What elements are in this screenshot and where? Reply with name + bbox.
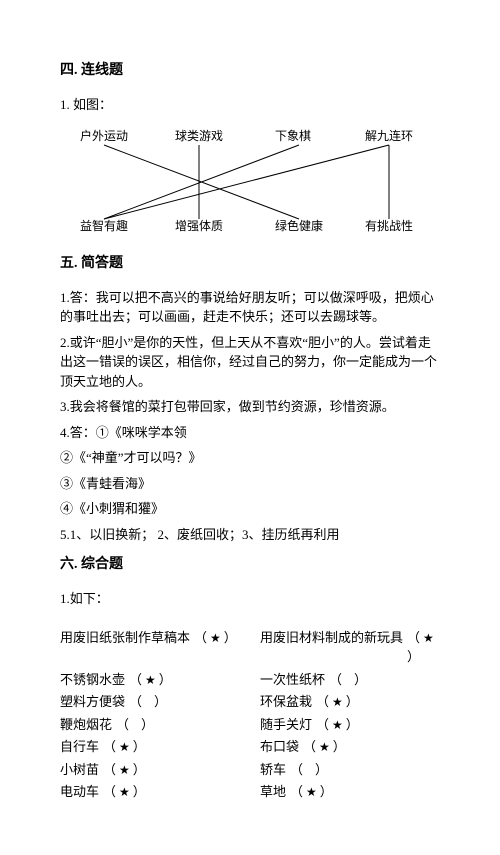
answer-cell: 小树苗（ ★ ）: [60, 760, 260, 780]
answer-cell: 随手关灯（ ★ ）: [260, 715, 440, 735]
answer-cell: 用废旧材料制成的新玩具（ ★ ）: [260, 628, 440, 667]
answer-cell: 草地（ ★ ）: [260, 782, 440, 802]
answer-row: 不锈钢水壶（ ★ ）一次性纸杯（ ）: [60, 670, 440, 690]
diagram-top-label: 解九连环: [365, 127, 413, 145]
answer-label: 小树苗: [60, 760, 99, 780]
answer-mark: （ ★ ）: [290, 782, 333, 802]
matching-diagram: 户外运动 球类游戏 下象棋 解九连环益智有趣 增强体质 绿色健康 有挑战性: [60, 123, 440, 243]
answer-label: 环保盆栽: [260, 692, 312, 712]
answer-label: 塑料方便袋: [60, 692, 125, 712]
section4-title: 四. 连线题: [60, 60, 440, 81]
answer-item: 3.我会将餐馆的菜打包带回家，做到节约资源，珍惜资源。: [60, 397, 440, 417]
section5-title: 五. 简答题: [60, 253, 440, 274]
answer-label: 草地: [260, 782, 286, 802]
answer-label: 布口袋: [260, 737, 299, 757]
section4-q1: 1. 如图：: [60, 95, 440, 115]
answer-label: 随手关灯: [260, 715, 312, 735]
answer-item: 2.或许“胆小”是你的天性，但上天从不喜欢“胆小”的人。尝试着走出这一错误的误区…: [60, 333, 440, 392]
answer-item: ②《“神童”才可以吗？》: [60, 448, 440, 468]
answer-row: 塑料方便袋（ ）环保盆栽（ ★ ）: [60, 692, 440, 712]
answer-label: 鞭炮烟花: [60, 715, 112, 735]
answer-cell: 布口袋（ ★ ）: [260, 737, 440, 757]
answer-mark: （ ★ ）: [194, 628, 237, 648]
answer-label: 一次性纸杯: [260, 670, 325, 690]
answer-mark: （ ★ ）: [103, 782, 146, 802]
answer-row: 小树苗（ ★ ）轿车（ ）: [60, 760, 440, 780]
answer-label: 不锈钢水壶: [60, 670, 125, 690]
answer-row: 鞭炮烟花（ ）随手关灯（ ★ ）: [60, 715, 440, 735]
answer-label: 用废旧纸张制作草稿本: [60, 628, 190, 648]
answer-label: 自行车: [60, 737, 99, 757]
diagram-bottom-label: 益智有趣: [80, 217, 128, 235]
diagram-bottom-label: 绿色健康: [275, 217, 323, 235]
diagram-top-label: 户外运动: [80, 127, 128, 145]
answer-item: 1.答：我可以把不高兴的事说给好朋友听；可以做深呼吸，把烦心的事吐出去；可以画画…: [60, 288, 440, 327]
answer-mark: （ ★ ）: [303, 737, 346, 757]
answer-item: 4.答：①《咪咪学本领: [60, 423, 440, 443]
answer-cell: 轿车（ ）: [260, 760, 440, 780]
section5-answers: 1.答：我可以把不高兴的事说给好朋友听；可以做深呼吸，把烦心的事吐出去；可以画画…: [60, 288, 440, 545]
answer-mark: （ ）: [290, 760, 328, 780]
diagram-top-label: 下象棋: [275, 127, 311, 145]
answer-mark: （ ）: [116, 715, 154, 735]
section6-title: 六. 综合题: [60, 554, 440, 575]
answer-mark: （ ★ ）: [316, 715, 359, 735]
answer-cell: 不锈钢水壶（ ★ ）: [60, 670, 260, 690]
answer-mark: （ ）: [329, 670, 367, 690]
section6-q1: 1.如下：: [60, 589, 440, 609]
answer-cell: 环保盆栽（ ★ ）: [260, 692, 440, 712]
answer-mark: （ ★ ）: [103, 760, 146, 780]
answer-label: 电动车: [60, 782, 99, 802]
answer-mark: （ ★ ）: [407, 628, 440, 667]
answer-row: 自行车（ ★ ）布口袋（ ★ ）: [60, 737, 440, 757]
answer-item: 5.1、以旧换新； 2、废纸回收；3、挂历纸再利用: [60, 525, 440, 545]
answer-mark: （ ★ ）: [316, 692, 359, 712]
diagram-bottom-label: 有挑战性: [365, 217, 413, 235]
answer-cell: 塑料方便袋（ ）: [60, 692, 260, 712]
answer-cell: 用废旧纸张制作草稿本（ ★ ）: [60, 628, 260, 667]
answer-item: ④《小刺猬和獾》: [60, 499, 440, 519]
answer-cell: 自行车（ ★ ）: [60, 737, 260, 757]
diagram-bottom-label: 增强体质: [175, 217, 223, 235]
answer-row: 电动车（ ★ ）草地（ ★ ）: [60, 782, 440, 802]
section6-table: 用废旧纸张制作草稿本（ ★ ）用废旧材料制成的新玩具（ ★ ）不锈钢水壶（ ★ …: [60, 628, 440, 802]
answer-cell: 一次性纸杯（ ）: [260, 670, 440, 690]
answer-cell: 电动车（ ★ ）: [60, 782, 260, 802]
answer-mark: （ ★ ）: [129, 670, 172, 690]
answer-mark: （ ★ ）: [103, 737, 146, 757]
answer-label: 轿车: [260, 760, 286, 780]
answer-mark: （ ）: [129, 692, 167, 712]
answer-row: 用废旧纸张制作草稿本（ ★ ）用废旧材料制成的新玩具（ ★ ）: [60, 628, 440, 667]
diagram-top-label: 球类游戏: [175, 127, 223, 145]
answer-label: 用废旧材料制成的新玩具: [260, 628, 403, 648]
answer-item: ③《青蛙看海》: [60, 474, 440, 494]
answer-cell: 鞭炮烟花（ ）: [60, 715, 260, 735]
